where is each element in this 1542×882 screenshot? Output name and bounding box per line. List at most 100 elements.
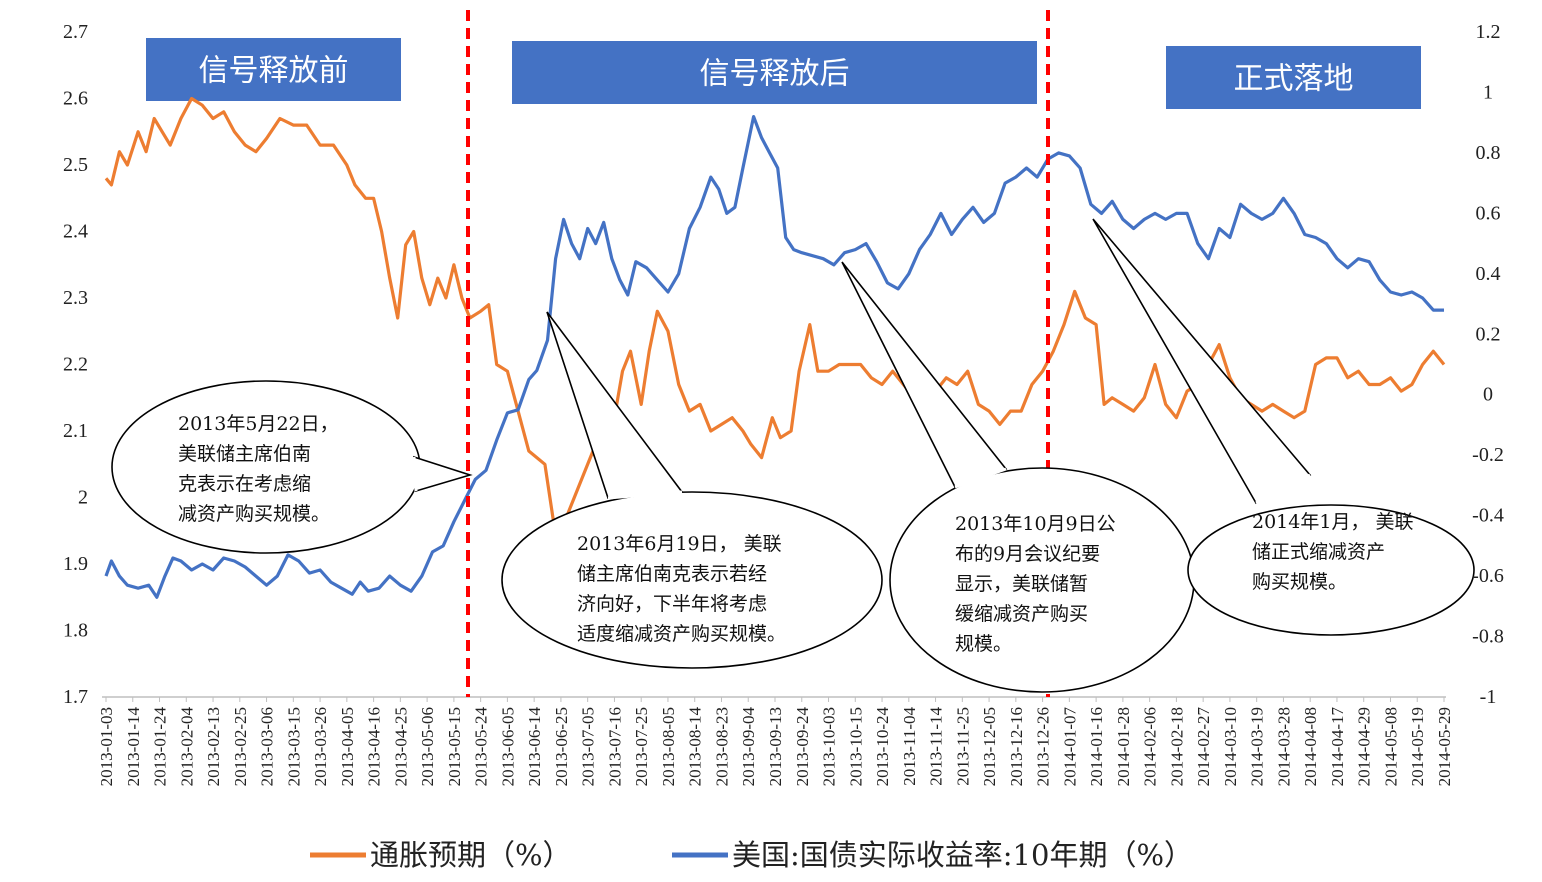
x-tick-label: 2014-05-08 (1381, 707, 1400, 786)
x-tick-label: 2013-08-14 (686, 707, 705, 787)
x-tick-label: 2013-05-24 (472, 707, 491, 787)
x-tick-label: 2014-01-07 (1060, 707, 1079, 787)
x-tick-label: 2014-02-27 (1194, 707, 1213, 787)
left-tick-label: 1.7 (63, 686, 88, 708)
x-tick-label: 2013-09-24 (793, 707, 812, 787)
x-tick-label: 2013-08-23 (712, 707, 731, 786)
annotation-text: 规模。 (955, 633, 1012, 655)
x-tick-label: 2013-06-14 (525, 707, 544, 787)
x-tick-label: 2013-10-15 (846, 707, 865, 786)
x-tick-label: 2014-04-08 (1301, 707, 1320, 786)
x-tick-label: 2013-03-06 (258, 707, 277, 786)
x-tick-label: 2013-08-05 (659, 707, 678, 786)
annotation-pointer (1092, 218, 1312, 505)
legend-label: 美国:国债实际收益率:10年期（%） (732, 838, 1193, 872)
x-tick-label: 2013-10-03 (820, 707, 839, 786)
phase-label-box (1166, 46, 1421, 109)
right-tick-label: 0 (1483, 384, 1493, 406)
phase-label-text: 信号释放前 (199, 54, 349, 89)
annotation-pointer (413, 455, 473, 493)
annotation-text: 储主席伯南克表示若经 (577, 563, 767, 585)
annotation-text: 2013年5月22日， (178, 413, 339, 435)
phase-labels: 信号释放前 信号释放后 正式落地 (146, 38, 1421, 109)
x-tick-label: 2013-01-24 (151, 707, 170, 787)
right-tick-label: 0.4 (1476, 263, 1501, 285)
x-tick-label: 2014-01-16 (1087, 707, 1106, 786)
x-tick-label: 2013-01-03 (97, 707, 116, 786)
left-tick-label: 2.3 (63, 287, 88, 309)
x-tick-label: 2013-02-04 (177, 707, 196, 787)
x-tick-label: 2013-05-15 (445, 707, 464, 786)
right-tick-label: 1 (1483, 81, 1493, 103)
annotation-text: 2013年6月19日， 美联 (577, 533, 782, 555)
x-tick-label: 2013-07-05 (579, 707, 598, 786)
annotation-text: 购买规模。 (1252, 571, 1347, 593)
x-tick-label: 2013-12-05 (980, 707, 999, 786)
annotation-bubble (111, 380, 421, 554)
x-tick-label: 2013-03-15 (284, 707, 303, 786)
event-dividers (466, 10, 1050, 697)
x-tick-label: 2014-02-06 (1141, 707, 1160, 786)
x-tick-label: 2013-11-25 (953, 707, 972, 786)
x-tick-label: 2014-05-19 (1408, 707, 1427, 786)
right-tick-label: 0.2 (1476, 323, 1501, 345)
x-tick-label: 2013-09-13 (766, 707, 785, 786)
left-tick-label: 2.7 (63, 21, 88, 43)
annotation-text: 储正式缩减资产 (1252, 541, 1385, 563)
left-tick-label: 2.4 (63, 221, 88, 243)
x-tick-label: 2014-03-28 (1274, 707, 1293, 786)
x-axis-ticks: 2013-01-03 2013-01-14 2013-01-24 2013-02-04… (97, 697, 1454, 786)
phase-label-box (512, 41, 1037, 104)
annotation-text: 缓缩减资产购买 (955, 603, 1088, 625)
left-tick-label: 2.1 (63, 420, 88, 442)
annotation-text: 适度缩减资产购买规模。 (577, 623, 786, 645)
right-y-axis: 1.2 1 0.8 0.6 0.4 0.2 0 -0.2 -0.4 -0.6 -0.8 -1 (1472, 21, 1504, 708)
x-tick-label: 2013-11-04 (900, 707, 919, 786)
annotation-text: 克表示在考虑缩 (178, 473, 311, 495)
annotation-seam (607, 490, 683, 500)
phase-label-text: 信号释放后 (700, 57, 850, 92)
annotation-text: 减资产购买规模。 (178, 503, 330, 525)
x-tick-label: 2013-05-06 (418, 707, 437, 786)
x-tick-label: 2013-01-14 (124, 707, 143, 787)
x-tick-label: 2013-06-05 (498, 707, 517, 786)
x-tick-label: 2013-04-16 (365, 707, 384, 786)
phase-label-text: 正式落地 (1234, 62, 1354, 97)
left-tick-label: 1.9 (63, 553, 88, 575)
x-tick-label: 2013-04-25 (391, 707, 410, 786)
annotation-seam (1255, 473, 1311, 505)
x-tick-label: 2014-03-10 (1221, 707, 1240, 786)
annotation-text: 2013年10月9日公 (955, 513, 1116, 535)
left-y-axis: 2.7 2.6 2.5 2.4 2.3 2.2 2.1 2 1.9 1.8 1.7 (63, 21, 88, 708)
right-tick-label: 0.6 (1476, 202, 1501, 224)
left-tick-label: 2.2 (63, 354, 88, 376)
left-tick-label: 1.8 (63, 620, 88, 642)
right-tick-label: 1.2 (1476, 21, 1501, 43)
right-tick-label: 0.8 (1476, 142, 1501, 164)
annotation-bubble (1187, 504, 1475, 636)
x-tick-label: 2014-04-17 (1328, 707, 1347, 787)
x-tick-label: 2013-06-25 (552, 707, 571, 786)
x-tick-label: 2013-10-24 (873, 707, 892, 787)
right-tick-label: -1 (1480, 686, 1497, 708)
annotation-bubble (501, 491, 883, 669)
x-tick-label: 2014-02-18 (1167, 707, 1186, 786)
x-tick-label: 2014-03-19 (1248, 707, 1267, 786)
x-tick-label: 2013-03-26 (311, 707, 330, 786)
x-tick-label: 2013-11-14 (927, 707, 946, 786)
x-tick-label: 2013-12-16 (1007, 707, 1026, 786)
x-tick-label: 2014-04-29 (1355, 707, 1374, 786)
legend: 通胀预期（%） 美国:国债实际收益率:10年期（%） (310, 838, 1193, 872)
annotation-text: 美联储主席伯南 (178, 443, 311, 465)
x-tick-label: 2013-07-25 (632, 707, 651, 786)
x-tick-label: 2013-12-26 (1034, 707, 1053, 786)
left-tick-label: 2.5 (63, 154, 88, 176)
annotation-seam (954, 467, 1007, 489)
annotation-text: 显示，美联储暂 (955, 573, 1088, 595)
right-tick-label: -0.6 (1472, 565, 1504, 587)
annotation-text: 2014年1月， 美联 (1252, 511, 1413, 533)
left-tick-label: 2 (78, 487, 88, 509)
x-tick-label: 2013-02-13 (204, 707, 223, 786)
